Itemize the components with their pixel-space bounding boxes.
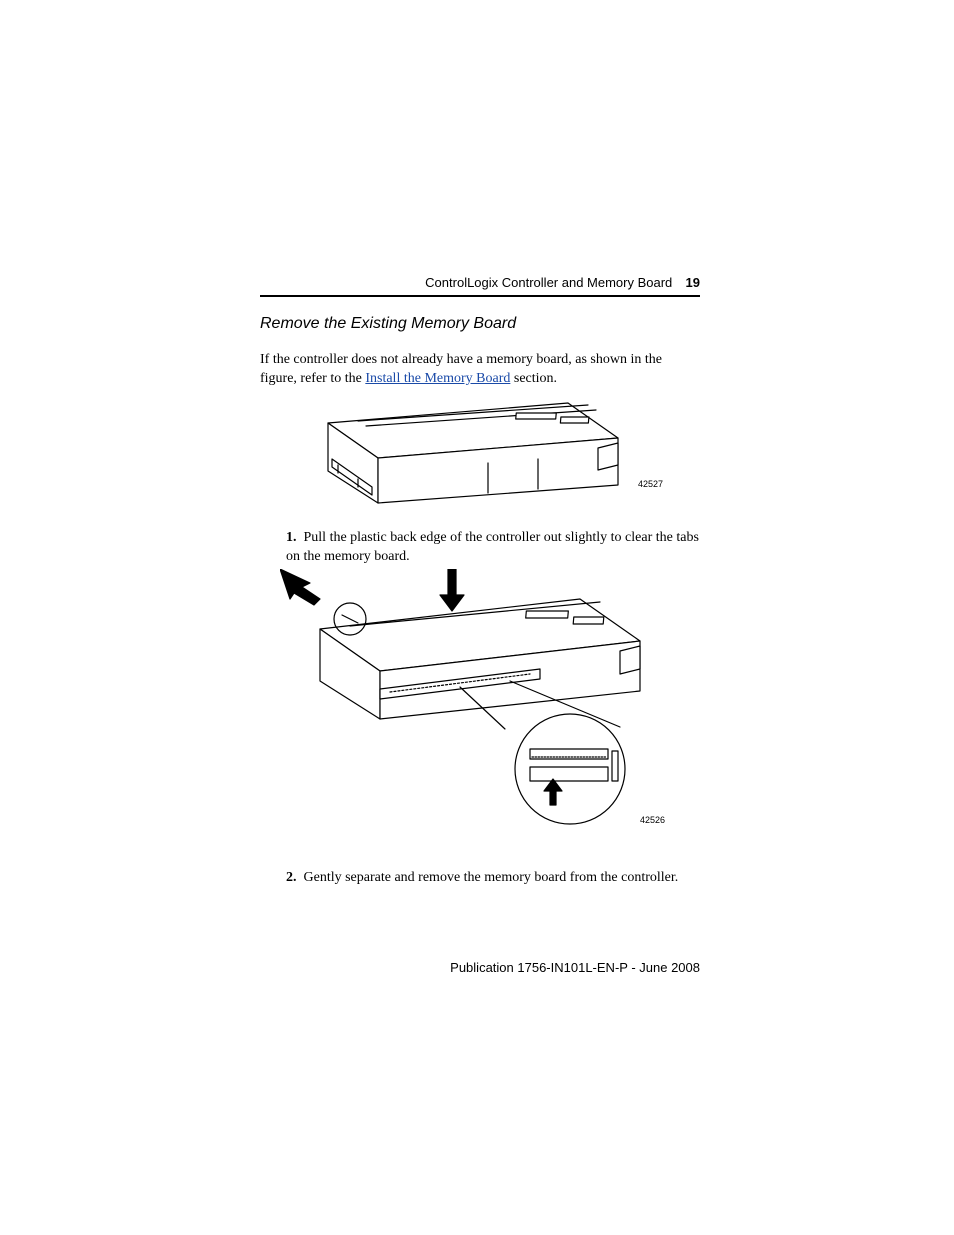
page: ControlLogix Controller and Memory Board…: [0, 0, 954, 1235]
figure2-id: 42526: [640, 815, 665, 825]
header-title: ControlLogix Controller and Memory Board: [425, 275, 672, 290]
footer: Publication 1756-IN101L-EN-P - June 2008: [260, 960, 700, 975]
running-header: ControlLogix Controller and Memory Board…: [260, 275, 700, 290]
intro-text-after: section.: [510, 371, 557, 386]
figure-controller-detail: [280, 569, 690, 829]
header-rule: [260, 295, 700, 297]
install-memory-board-link[interactable]: Install the Memory Board: [365, 371, 510, 386]
publication-label: Publication: [450, 960, 514, 975]
step-1-number: 1.: [286, 530, 297, 545]
step-1: 1. Pull the plastic back edge of the con…: [286, 529, 700, 567]
step-1-text: Pull the plastic back edge of the contro…: [286, 530, 699, 564]
figure-controller: [288, 393, 668, 513]
figure1-id: 42527: [638, 479, 663, 489]
controller-detail-illustration-icon: [280, 569, 690, 829]
section-title: Remove the Existing Memory Board: [260, 315, 516, 333]
intro-paragraph: If the controller does not already have …: [260, 351, 700, 389]
step-2-text: Gently separate and remove the memory bo…: [304, 870, 679, 885]
publication-id: 1756-IN101L-EN-P - June 2008: [517, 960, 700, 975]
controller-illustration-icon: [288, 393, 668, 513]
page-number: 19: [686, 275, 700, 290]
step-2-number: 2.: [286, 870, 297, 885]
step-2: 2. Gently separate and remove the memory…: [286, 869, 700, 888]
